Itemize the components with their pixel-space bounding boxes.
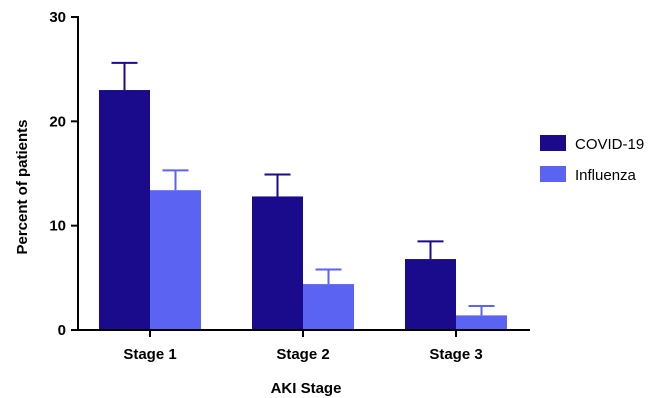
x-tick-label: Stage 2: [276, 346, 329, 363]
bar-covid-19-2: [252, 196, 303, 330]
x-ticks-layer: Stage 1 Stage 2 Stage 3: [123, 330, 483, 363]
bar-influenza-3: [456, 315, 507, 330]
y-axis-title: Percent of patients: [14, 119, 31, 254]
y-tick-label: 10: [49, 218, 66, 235]
legend-label: COVID-19: [575, 136, 644, 153]
legend: COVID-19 Influenza: [540, 135, 644, 184]
error-bars-layer: [111, 61, 495, 316]
y-tick-label: 20: [49, 113, 66, 130]
bar-influenza-2: [303, 284, 354, 330]
x-axis-title: AKI Stage: [271, 380, 342, 397]
legend-swatch: [540, 135, 566, 151]
x-tick-label: Stage 3: [429, 346, 482, 363]
y-ticks-layer: 0 10 20 30: [49, 9, 78, 339]
x-tick-label: Stage 1: [123, 346, 176, 363]
bar-covid-19-3: [405, 259, 456, 330]
y-tick-label: 30: [49, 9, 66, 26]
legend-swatch: [540, 166, 566, 182]
bar-influenza-1: [150, 190, 201, 330]
bar-covid-19-1: [99, 90, 150, 331]
bars-layer: [99, 90, 507, 331]
y-tick-label: 0: [58, 322, 66, 339]
legend-label: Influenza: [575, 167, 637, 184]
